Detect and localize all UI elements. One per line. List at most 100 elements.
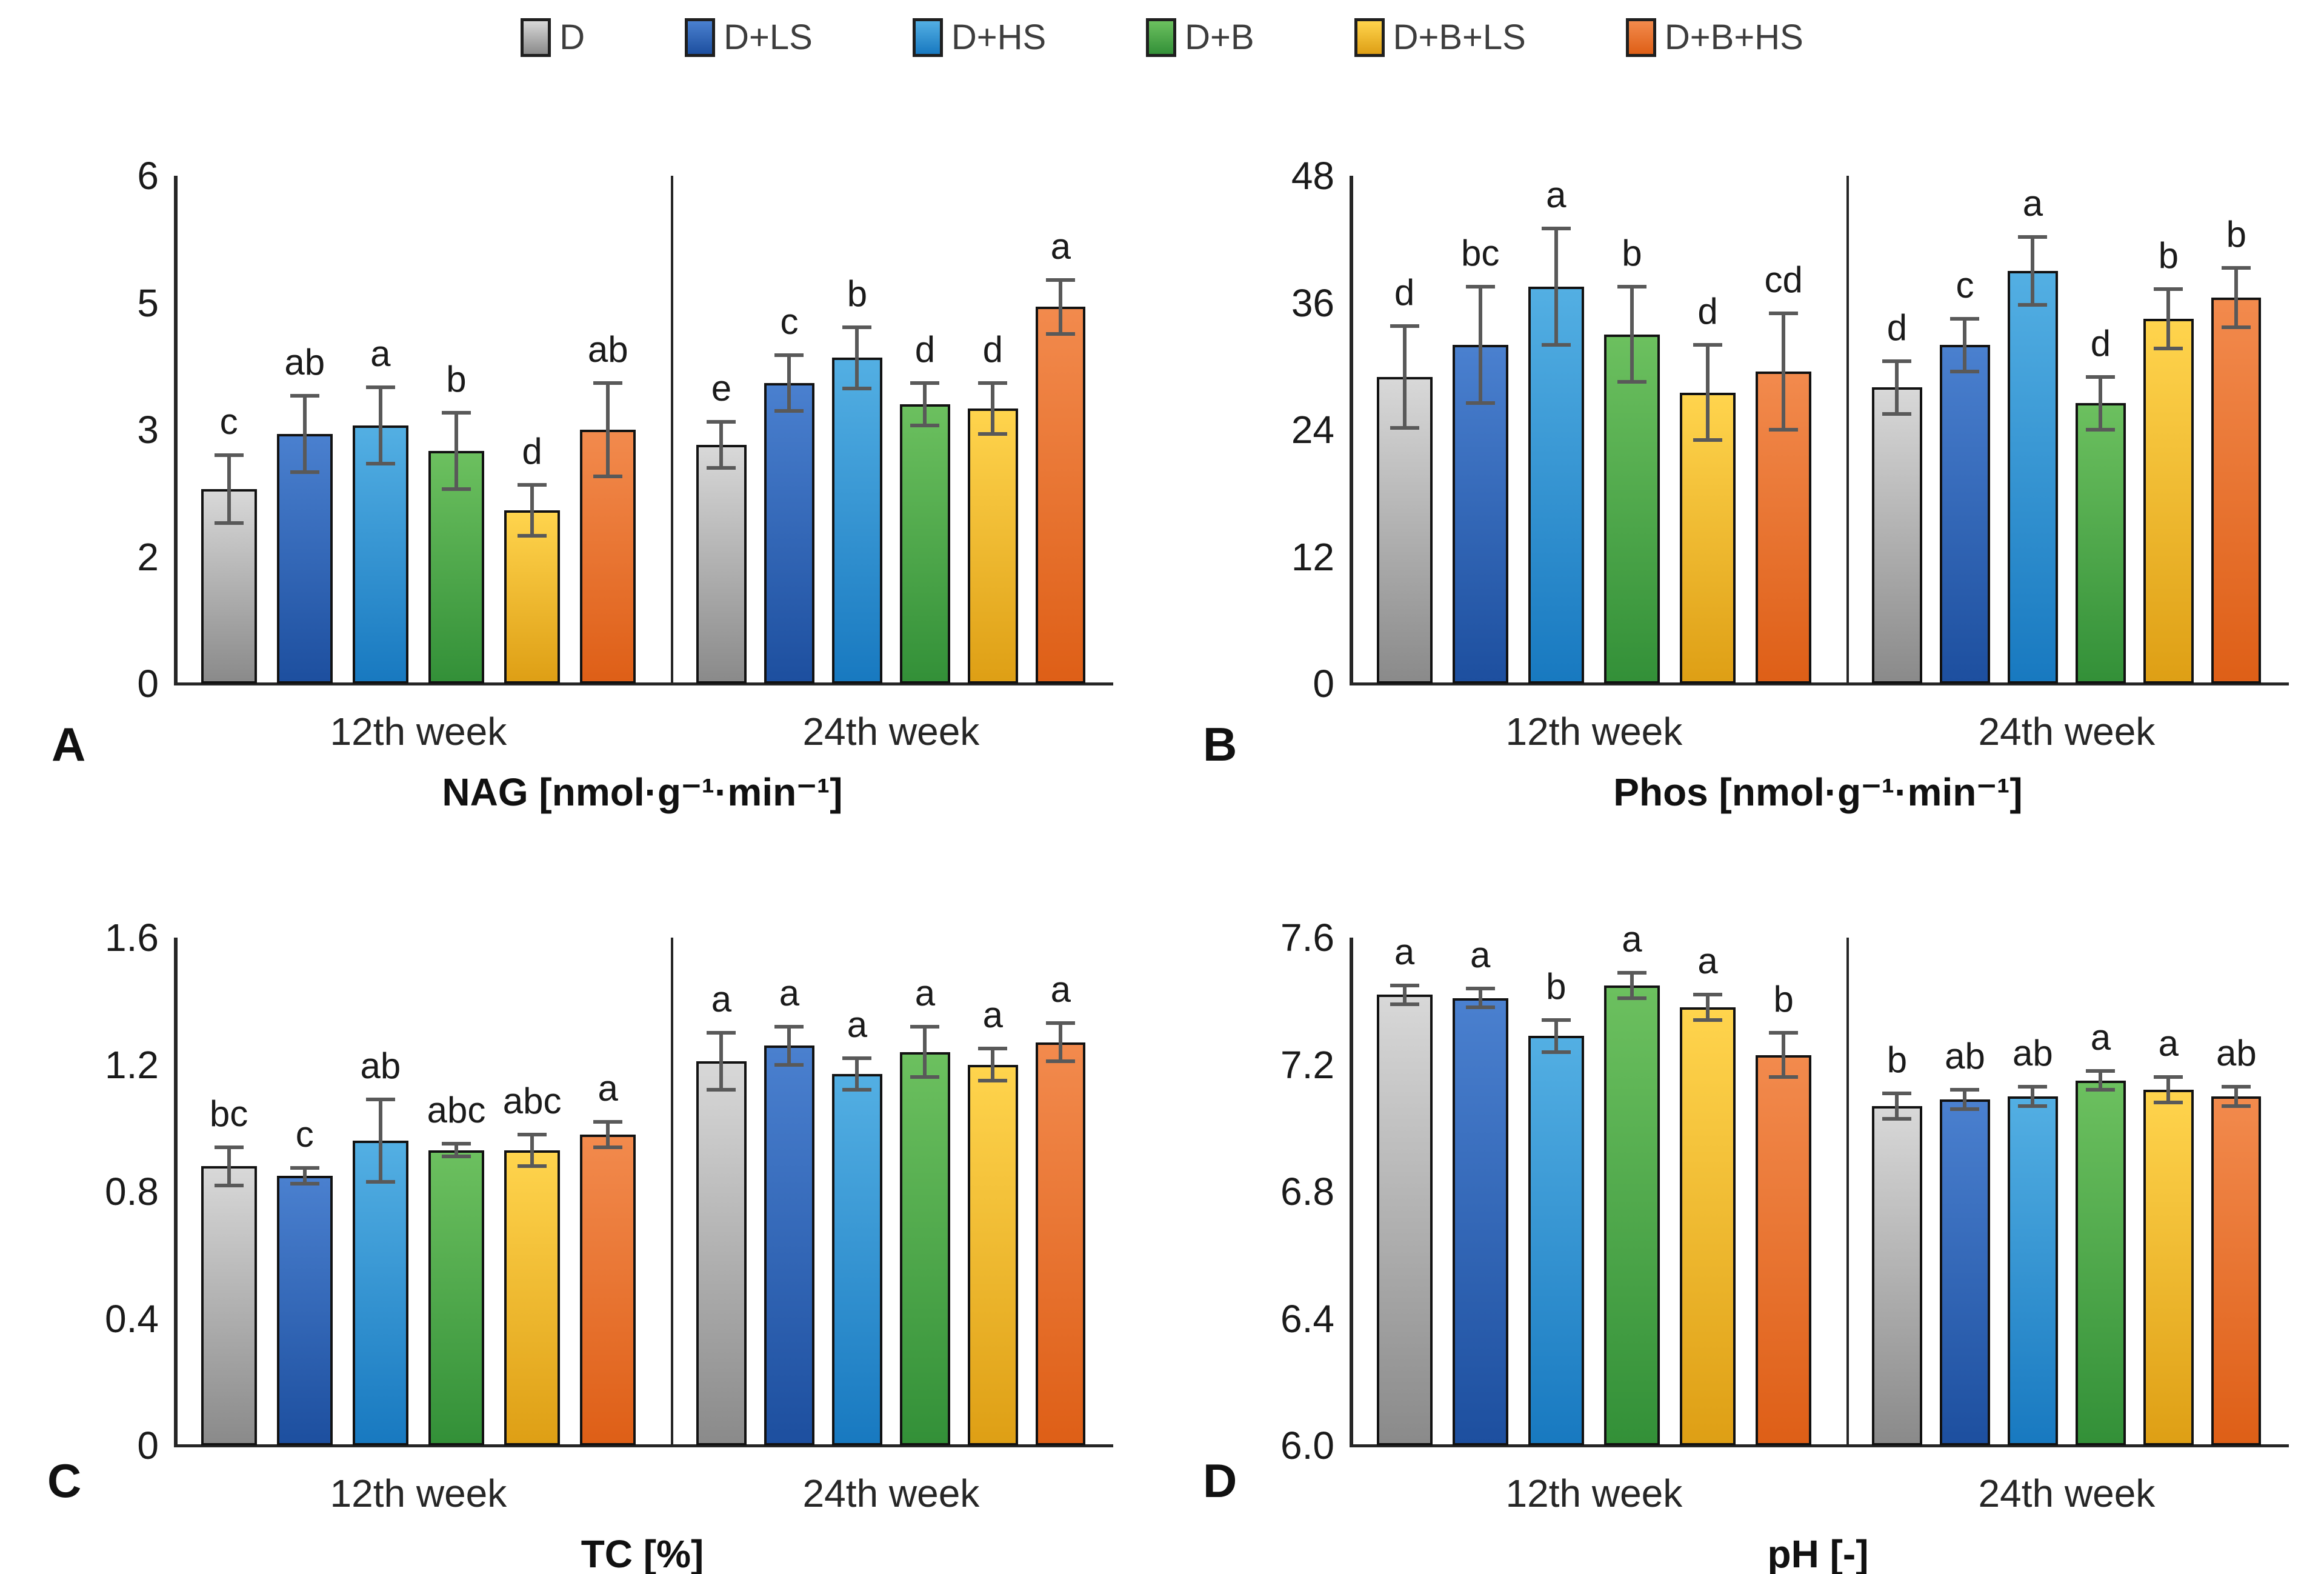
error-bar-cap-bottom	[1693, 438, 1723, 442]
error-bar-line	[1706, 995, 1710, 1021]
error-bar-cap-top	[1882, 1091, 1912, 1095]
legend-item-d+b+ls: D+B+LS	[1354, 17, 1526, 58]
legend-item-d+b: D+B	[1146, 17, 1254, 58]
error-bar-cap-bottom	[978, 1078, 1008, 1082]
group-divider-line	[670, 938, 673, 1446]
error-bar-cap-bottom	[774, 1062, 804, 1067]
error-bar-line	[1059, 1023, 1063, 1062]
bar-d+ls-24w	[764, 383, 814, 684]
error-bar-cap-bottom	[978, 432, 1008, 436]
significance-letter: d	[2090, 322, 2111, 364]
significance-letter: a	[1394, 931, 1415, 972]
error-bar-line	[991, 1049, 995, 1081]
bar-d+hs-12w	[1528, 1036, 1584, 1446]
error-bar-cap-top	[910, 381, 940, 385]
bar-d+ls-24w	[1940, 1099, 1990, 1446]
error-bar-line	[1554, 228, 1558, 345]
bar-d-24w	[696, 1061, 747, 1446]
y-tick-label: 0	[137, 1424, 159, 1467]
error-bar-line	[2166, 288, 2171, 348]
bar-d+b+hs-24w	[1036, 307, 1086, 684]
error-bar-line	[1059, 279, 1063, 335]
error-bar-cap-bottom	[1046, 1059, 1076, 1064]
error-bar-cap-bottom	[593, 1145, 623, 1149]
error-bar-line	[1402, 325, 1407, 428]
significance-letter: a	[2158, 1023, 2179, 1064]
significance-letter: a	[982, 995, 1004, 1036]
error-bar-cap-top	[593, 381, 623, 385]
error-bar-cap-bottom	[290, 1181, 319, 1186]
bar-d+b-12w	[1603, 985, 1660, 1446]
bar-d+hs-12w	[352, 1141, 408, 1446]
error-bar-cap-bottom	[365, 461, 395, 465]
error-bar-cap-top	[1541, 227, 1571, 231]
error-bar-line	[2031, 237, 2035, 305]
legend-label: D+LS	[724, 18, 813, 57]
significance-letter: ab	[2013, 1033, 2053, 1074]
y-axis-line	[1350, 176, 1353, 685]
error-bar-line	[1630, 972, 1634, 998]
significance-letter: a	[779, 972, 800, 1013]
significance-letter: ab	[284, 342, 325, 383]
bar-d+b-24w	[2076, 403, 2126, 684]
error-bar-cap-bottom	[2086, 1088, 2116, 1092]
bar-d+b-12w	[1603, 334, 1660, 684]
error-bar-cap-top	[2154, 1075, 2183, 1079]
error-bar-cap-bottom	[1390, 1002, 1419, 1006]
legend: D D+LS D+HS D+B D+B+LS D+B+HS	[0, 17, 2324, 58]
group-divider-line	[670, 176, 673, 684]
y-tick-label: 3	[137, 408, 159, 452]
significance-letter: c	[1956, 264, 1974, 305]
error-bar-line	[2099, 376, 2103, 430]
error-bar-line	[1782, 1033, 1786, 1078]
error-bar-cap-top	[2086, 375, 2116, 379]
error-bar-line	[2031, 1087, 2035, 1106]
panel-letter-C: C	[47, 1454, 82, 1507]
error-bar-cap-bottom	[214, 1183, 244, 1187]
legend-swatch-icon	[1625, 18, 1656, 57]
error-bar-line	[923, 1026, 927, 1078]
significance-letter: b	[446, 359, 467, 400]
error-bar-line	[302, 396, 307, 472]
error-bar-cap-top	[290, 1165, 319, 1170]
bar-d+b-24w	[900, 404, 950, 684]
y-tick-label: 0.4	[105, 1296, 159, 1341]
legend-item-d+b+hs: D+B+HS	[1625, 17, 1803, 58]
error-bar-line	[1963, 1090, 1967, 1109]
significance-letter: d	[522, 430, 542, 472]
legend-item-d: D	[521, 17, 585, 58]
significance-letter: a	[914, 972, 936, 1013]
error-bar-cap-bottom	[1617, 380, 1646, 384]
error-bar-line	[2234, 267, 2239, 327]
significance-letter: b	[1622, 233, 1642, 274]
group-label: 12th week	[1505, 1472, 1683, 1515]
error-bar-cap-top	[842, 325, 872, 329]
error-bar-cap-bottom	[518, 533, 547, 538]
significance-letter: b	[847, 273, 868, 314]
error-bar-cap-top	[842, 1056, 872, 1061]
error-bar-line	[378, 1099, 382, 1182]
error-bar-cap-bottom	[1046, 332, 1076, 336]
bar-d+b+ls-12w	[504, 510, 561, 684]
bar-d-12w	[1376, 995, 1433, 1446]
error-bar-line	[454, 413, 458, 489]
bar-d+b-24w	[2076, 1080, 2126, 1446]
bar-d+hs-24w	[832, 1074, 882, 1446]
bar-d+b-12w	[428, 1150, 484, 1446]
legend-swatch-icon	[685, 18, 716, 57]
bar-d+b+ls-24w	[2143, 1090, 2194, 1446]
error-bar-cap-top	[707, 1031, 736, 1035]
error-bar-cap-top	[290, 394, 319, 398]
legend-label: D+B+LS	[1393, 18, 1526, 57]
significance-letter: b	[1546, 966, 1567, 1007]
legend-item-d+hs: D+HS	[912, 17, 1046, 58]
error-bar-line	[787, 355, 791, 412]
error-bar-line	[530, 484, 534, 536]
bar-d+b+ls-24w	[968, 1064, 1018, 1446]
y-tick-label: 24	[1291, 408, 1334, 452]
legend-swatch-icon	[521, 18, 551, 57]
error-bar-cap-top	[518, 482, 547, 487]
error-bar-cap-bottom	[441, 1155, 471, 1159]
significance-letter: d	[982, 329, 1004, 370]
